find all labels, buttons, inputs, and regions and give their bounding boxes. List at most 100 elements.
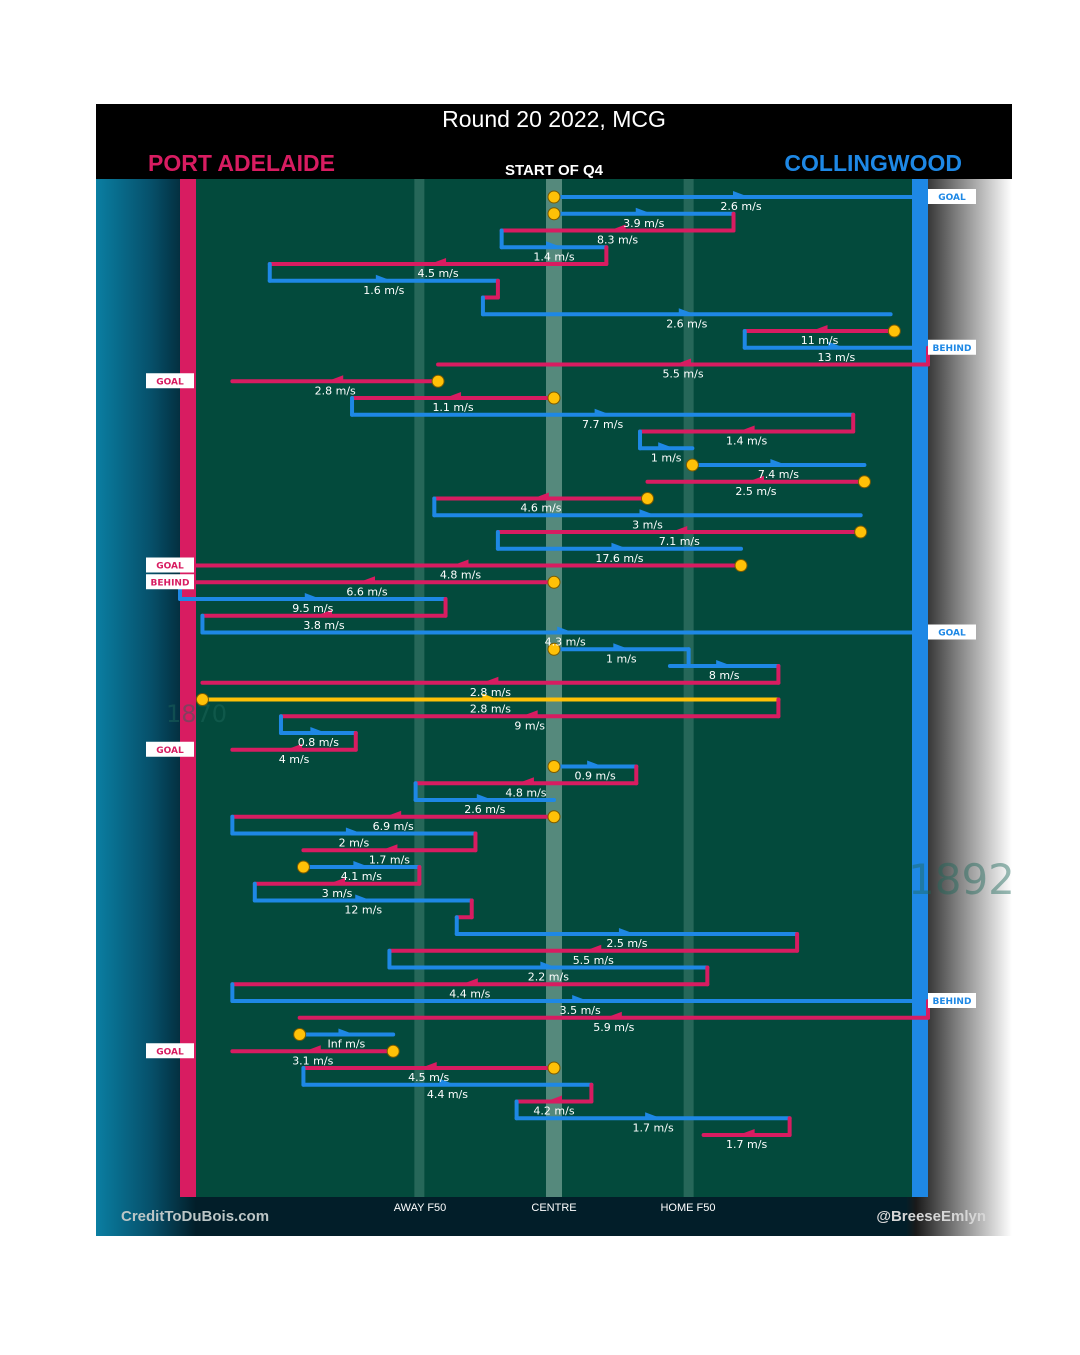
speed-label: 2.2 m/s [528, 971, 569, 984]
stoppage-marker [547, 760, 561, 773]
speed-label: 9 m/s [514, 719, 545, 732]
chain-arrow [675, 358, 692, 366]
chain-arrow [572, 995, 589, 1002]
chain-arrow [605, 1011, 622, 1019]
outcome-label: GOAL [938, 193, 966, 203]
speed-label: 9.5 m/s [292, 602, 333, 615]
chain-arrow [359, 576, 375, 584]
stoppage-marker [547, 1061, 561, 1075]
stoppage-marker [547, 642, 561, 656]
speed-label: 2.5 m/s [735, 485, 776, 498]
chain-arrow [375, 274, 392, 282]
chain-arrow [430, 258, 447, 265]
speed-label: 7.4 m/s [758, 468, 799, 481]
chain-arrow [482, 676, 499, 684]
speed-label: 3 m/s [322, 887, 353, 900]
stoppage-marker [734, 559, 748, 572]
chain-arrow [546, 241, 562, 249]
chain-arrow [338, 1028, 355, 1036]
chain-arrow [310, 727, 327, 734]
speed-label: 1.4 m/s [726, 435, 767, 448]
chain-arrow [286, 743, 303, 751]
stoppage-marker [857, 475, 871, 489]
home-year-watermark: 1870 [166, 700, 227, 728]
chain-arrow [420, 1062, 437, 1069]
stoppage-marker [431, 374, 445, 388]
axis-tick-centre: CENTRE [531, 1202, 577, 1214]
speed-label: 4.8 m/s [440, 569, 481, 582]
chain-arrow [609, 224, 626, 232]
chain-arrow [439, 1078, 456, 1086]
chain-arrow [452, 559, 469, 567]
chain-arrow [345, 827, 362, 835]
stoppage-marker [547, 810, 561, 824]
speed-label: 3.1 m/s [292, 1054, 333, 1067]
chain-arrow [658, 442, 675, 450]
speed-label: 2.6 m/s [720, 200, 761, 213]
chain-arrow [770, 459, 787, 466]
speed-label: 4.8 m/s [505, 786, 546, 799]
speed-label: 11 m/s [801, 334, 839, 347]
outcome-badge [146, 741, 194, 757]
chain-arrow [618, 928, 635, 935]
chain-arrow [645, 1112, 662, 1120]
speed-label: 3.8 m/s [303, 619, 344, 632]
speed-label: 6.6 m/s [346, 585, 387, 598]
collingwood-goal-line [912, 179, 928, 1197]
outcome-badge [146, 574, 194, 590]
stoppage-marker [386, 1044, 400, 1058]
away-year-watermark: 1892 [908, 855, 1012, 904]
speed-label: 7.1 m/s [659, 535, 700, 548]
outcome-badge [928, 339, 976, 355]
speed-label: 2.6 m/s [666, 317, 707, 330]
chain-arrow [585, 944, 602, 952]
chain-arrow [733, 191, 749, 198]
speed-label: 1.4 m/s [533, 250, 574, 263]
speed-label: 2.8 m/s [470, 703, 511, 716]
speed-label: 3.5 m/s [560, 1004, 601, 1017]
chain-arrow [828, 341, 845, 349]
chain-arrow [738, 425, 755, 433]
credit-handle: @BreeseEmlyn [876, 1208, 986, 1225]
speed-label: 4.3 m/s [545, 636, 586, 649]
chain-arrow [521, 710, 538, 718]
port-adelaide-goal-line [180, 179, 196, 1197]
outcome-label: GOAL [156, 1047, 184, 1057]
chain-arrow [461, 978, 478, 986]
chain-arrow [445, 392, 462, 399]
chain-arrow [594, 408, 611, 416]
chain-arrow [517, 777, 534, 785]
outcome-layer: GOAL BEHIND GOAL GOAL BEHIND GOAL GOAL BEHIND GO… [146, 189, 976, 1059]
speed-label: 1.1 m/s [432, 401, 473, 414]
speed-label: 2 m/s [339, 837, 370, 850]
chain-arrow [716, 660, 733, 667]
outcome-badge [928, 189, 976, 204]
outcome-badge [928, 624, 976, 640]
outcome-badge [928, 993, 976, 1008]
axis-tick-away-f50: AWAY F50 [393, 1202, 447, 1214]
speed-label: 1.6 m/s [363, 284, 404, 297]
outcome-label: BEHIND [933, 997, 972, 1007]
chart-title: Round 20 2022, MCG [442, 106, 666, 132]
speed-label: 4.2 m/s [533, 1105, 574, 1118]
outcome-label: BEHIND [151, 578, 190, 588]
speed-label: 6.9 m/s [373, 820, 414, 833]
speed-label: 2.8 m/s [470, 686, 511, 699]
speed-label: 17.6 m/s [595, 552, 643, 565]
chain-arrow [811, 325, 828, 332]
speed-label: 1.7 m/s [633, 1121, 674, 1134]
outcome-label: GOAL [938, 629, 966, 639]
stoppage-marker [547, 575, 561, 589]
stoppage-marker [195, 693, 209, 706]
chain-arrow [355, 894, 372, 902]
chain-arrow [329, 877, 346, 885]
chain-arrow [315, 609, 332, 617]
speed-label: 1 m/s [651, 451, 682, 464]
stoppage-marker [547, 207, 561, 221]
centre-line [546, 179, 562, 1197]
chart-poster: 1870 1892 2.6 m/s 3.9 m/s 8.3 m/s 1.4 m/s 4.… [96, 104, 1012, 1236]
chain-arrow [353, 861, 370, 868]
chain-arrow [557, 626, 574, 634]
stoppage-marker [641, 492, 654, 505]
chain-arrow [482, 693, 499, 701]
